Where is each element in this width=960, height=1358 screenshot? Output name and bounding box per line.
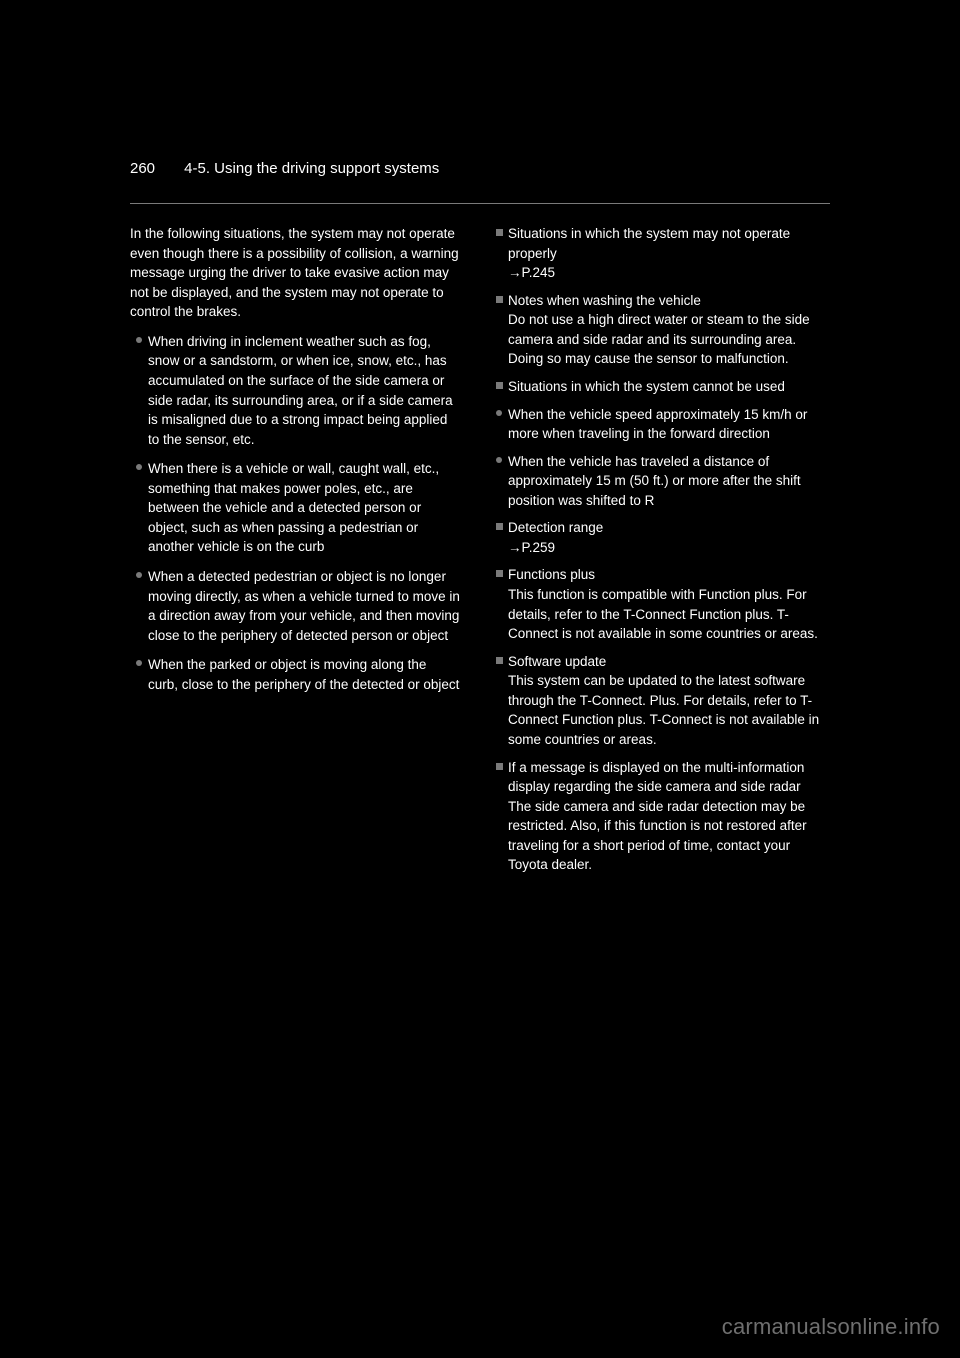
item-text: When driving in inclement weather such a…: [148, 332, 460, 449]
watermark: carmanualsonline.info: [722, 1314, 940, 1340]
square-icon: [490, 224, 508, 283]
sub-text: When the vehicle has traveled a distance…: [508, 452, 830, 511]
bullet-icon: [490, 405, 508, 444]
list-item: When a detected pedestrian or object is …: [130, 567, 460, 645]
square-icon: [490, 518, 508, 557]
left-column: In the following situations, the system …: [130, 224, 460, 883]
bullet-icon: [490, 452, 508, 511]
section-title: Functions plus: [508, 565, 830, 585]
square-icon: [490, 291, 508, 369]
lead-paragraph: In the following situations, the system …: [130, 224, 460, 322]
section-text: Functions plus This function is compatib…: [508, 565, 830, 643]
right-column: Situations in which the system may not o…: [490, 224, 830, 883]
bullet-icon: [130, 332, 148, 449]
section-item: Software update This system can be updat…: [490, 652, 830, 750]
section-title: If a message is displayed on the multi-i…: [508, 758, 830, 797]
header-rule: [130, 203, 830, 204]
list-item: When the parked or object is moving alon…: [130, 655, 460, 694]
page-header: 260 4-5. Using the driving support syste…: [130, 160, 830, 185]
section-body: This system can be updated to the latest…: [508, 671, 830, 749]
bullet-icon: [130, 459, 148, 557]
section-item: Situations in which the system cannot be…: [490, 377, 830, 397]
section-item: Functions plus This function is compatib…: [490, 565, 830, 643]
item-text: When the parked or object is moving alon…: [148, 655, 460, 694]
section-title: Notes when washing the vehicle: [508, 291, 830, 311]
section-title: Situations in which the system may not o…: [508, 224, 830, 263]
list-item: When there is a vehicle or wall, caught …: [130, 459, 460, 557]
section-title: Detection range: [508, 518, 830, 538]
square-icon: [490, 377, 508, 397]
sub-text: When the vehicle speed approximately 15 …: [508, 405, 830, 444]
section-text: Detection range →P.259: [508, 518, 830, 557]
section-item: Detection range →P.259: [490, 518, 830, 557]
section-text: If a message is displayed on the multi-i…: [508, 758, 830, 875]
content-columns: In the following situations, the system …: [130, 224, 830, 883]
section-item: If a message is displayed on the multi-i…: [490, 758, 830, 875]
section-body: →P.259: [508, 538, 830, 558]
sub-item: When the vehicle has traveled a distance…: [490, 452, 830, 511]
section-title: Software update: [508, 652, 830, 672]
section-text: Software update This system can be updat…: [508, 652, 830, 750]
square-icon: [490, 758, 508, 875]
section-item: Notes when washing the vehicle Do not us…: [490, 291, 830, 369]
section-body: The side camera and side radar detection…: [508, 797, 830, 875]
chapter-title: 4-5. Using the driving support systems: [184, 160, 439, 177]
square-icon: [490, 565, 508, 643]
section-text: Situations in which the system may not o…: [508, 224, 830, 283]
section-text: Situations in which the system cannot be…: [508, 377, 830, 397]
bullet-icon: [130, 655, 148, 694]
page-number: 260: [130, 160, 180, 177]
section-text: Notes when washing the vehicle Do not us…: [508, 291, 830, 369]
square-icon: [490, 652, 508, 750]
section-item: Situations in which the system may not o…: [490, 224, 830, 283]
bullet-icon: [130, 567, 148, 645]
sub-item: When the vehicle speed approximately 15 …: [490, 405, 830, 444]
section-title: Situations in which the system cannot be…: [508, 377, 830, 397]
list-item: When driving in inclement weather such a…: [130, 332, 460, 449]
section-body: Do not use a high direct water or steam …: [508, 310, 830, 369]
item-text: When there is a vehicle or wall, caught …: [148, 459, 460, 557]
section-body: →P.245: [508, 263, 830, 283]
section-body: This function is compatible with Functio…: [508, 585, 830, 644]
manual-page: 260 4-5. Using the driving support syste…: [130, 160, 830, 883]
item-text: When a detected pedestrian or object is …: [148, 567, 460, 645]
